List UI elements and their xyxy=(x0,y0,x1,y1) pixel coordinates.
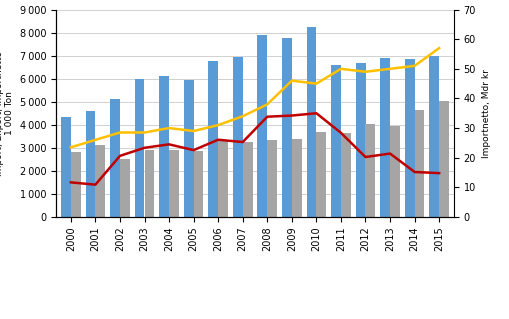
Bar xyxy=(183,80,193,217)
Bar xyxy=(404,59,414,217)
Bar xyxy=(168,150,179,217)
Y-axis label: Import, Export, Importnetto
1 000 Ton: Import, Export, Importnetto 1 000 Ton xyxy=(0,51,14,176)
Bar xyxy=(380,58,389,217)
Y-axis label: Importnetto, Mdr kr: Importnetto, Mdr kr xyxy=(480,69,490,158)
Bar xyxy=(61,117,71,217)
Bar xyxy=(71,152,80,217)
Bar xyxy=(120,159,129,217)
Bar xyxy=(193,151,203,217)
Bar xyxy=(429,56,438,217)
Bar xyxy=(267,140,276,217)
Bar xyxy=(355,63,365,217)
Bar xyxy=(242,142,252,217)
Bar xyxy=(316,132,326,217)
Bar xyxy=(389,126,399,217)
Bar xyxy=(330,65,341,217)
Bar xyxy=(144,150,154,217)
Bar xyxy=(291,138,301,217)
Bar xyxy=(341,133,350,217)
Bar xyxy=(257,35,267,217)
Bar xyxy=(281,38,291,217)
Bar xyxy=(208,61,218,217)
Bar xyxy=(365,123,375,217)
Bar xyxy=(159,76,168,217)
Bar xyxy=(233,57,242,217)
Bar xyxy=(86,111,95,217)
Bar xyxy=(414,110,423,217)
Bar xyxy=(218,141,228,217)
Bar xyxy=(110,100,120,217)
Bar xyxy=(306,27,316,217)
Bar xyxy=(95,145,105,217)
Bar xyxy=(438,100,448,217)
Bar xyxy=(134,79,144,217)
